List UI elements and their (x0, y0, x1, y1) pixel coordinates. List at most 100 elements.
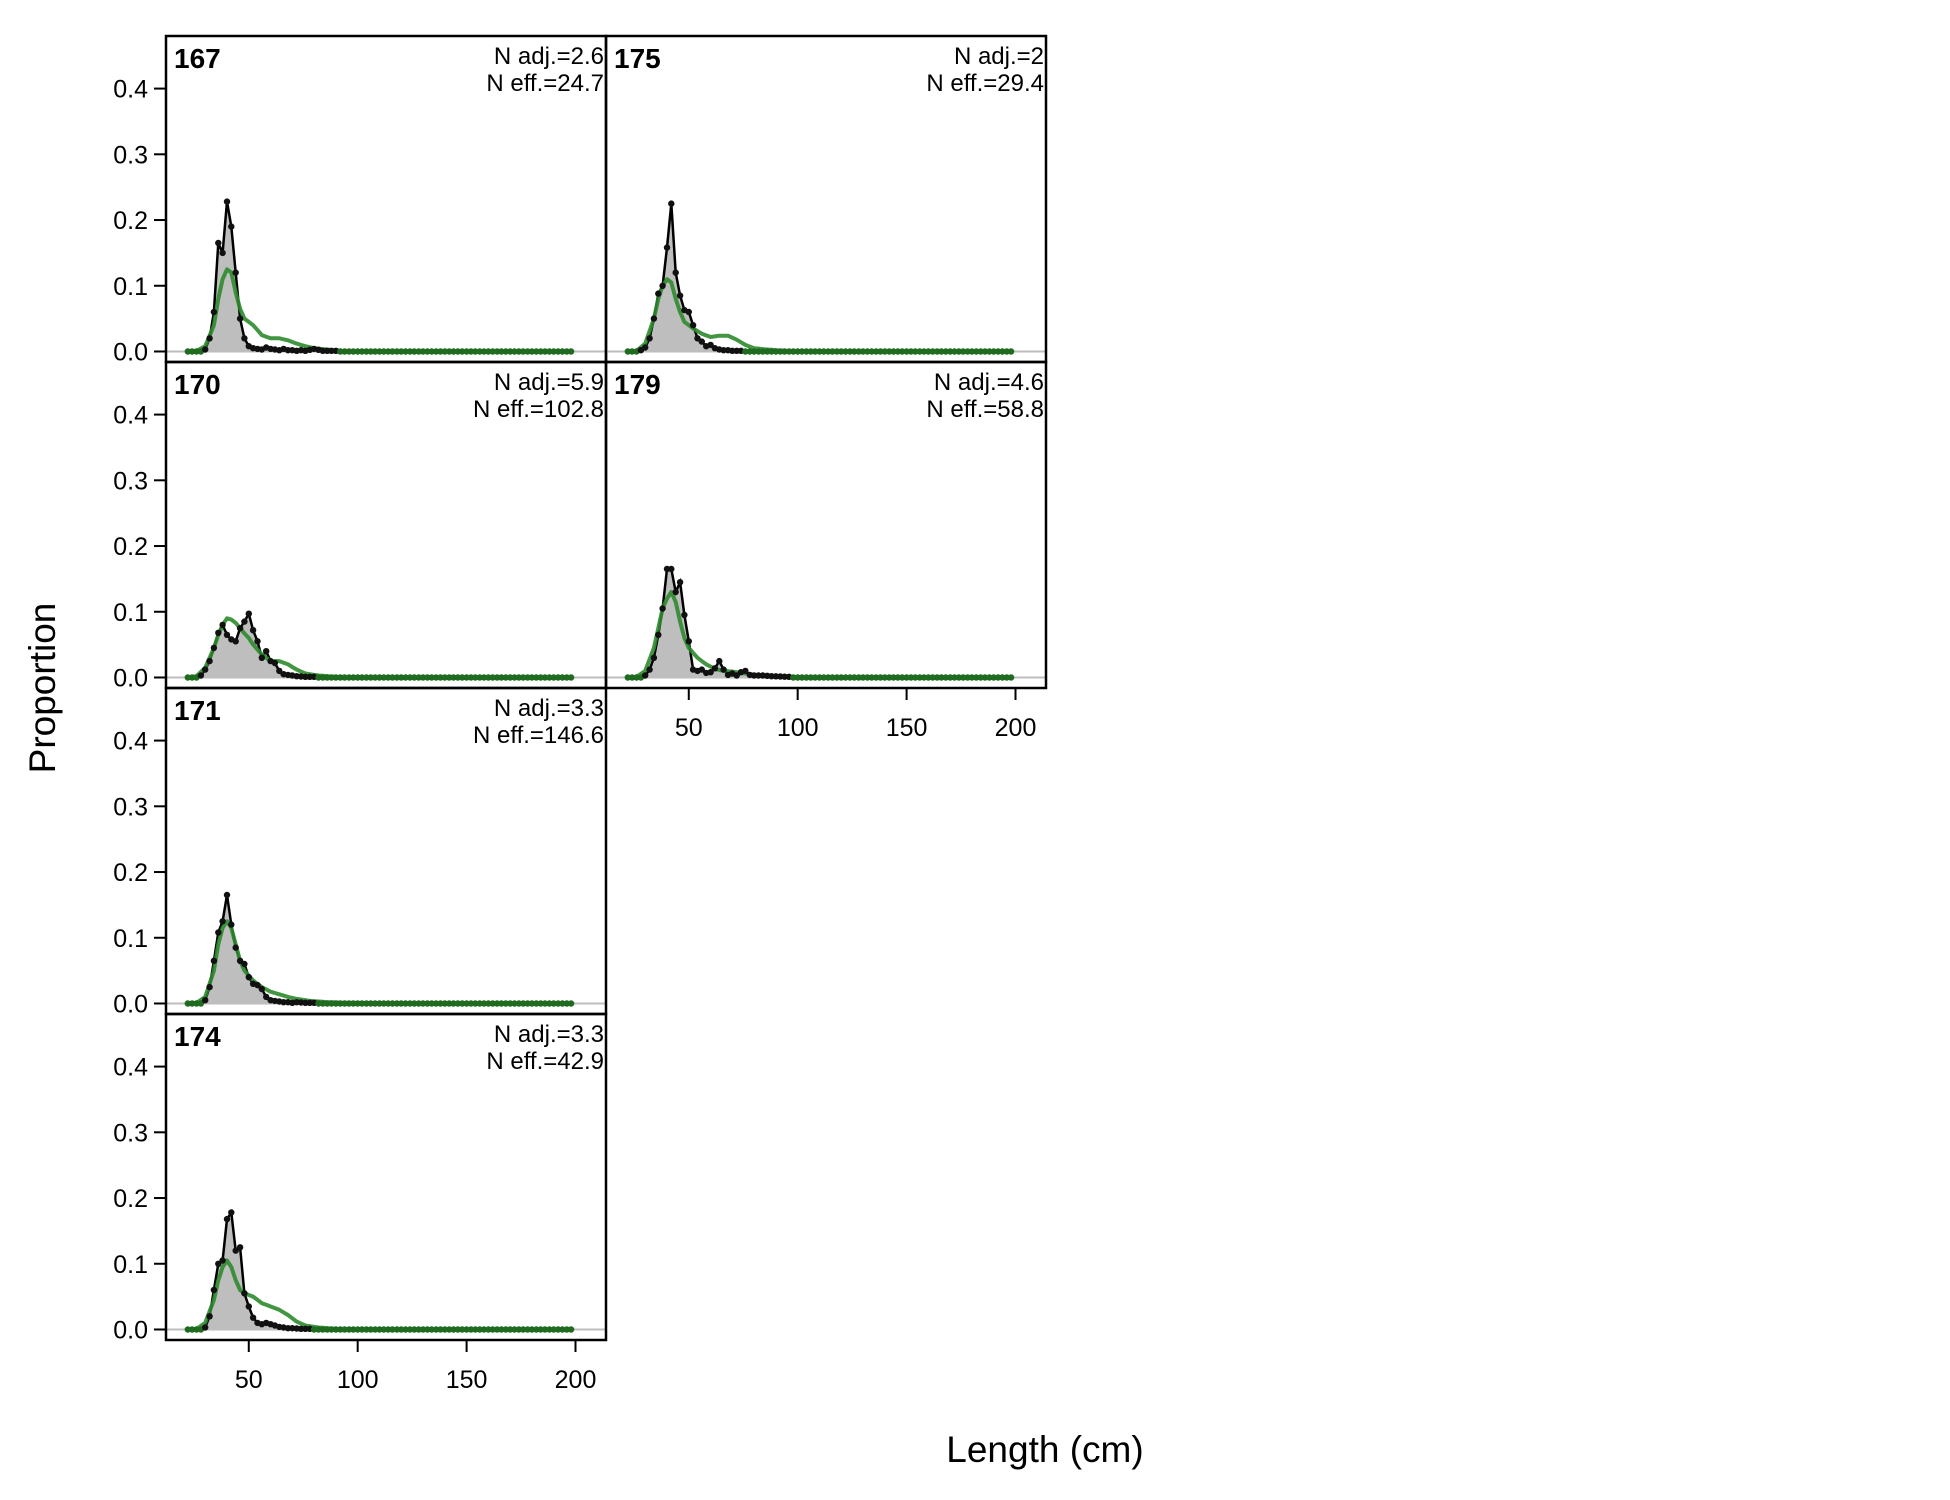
observed-point (681, 611, 688, 619)
observed-point (319, 674, 326, 681)
observed-point (206, 335, 213, 342)
observed-point (193, 348, 200, 355)
observed-point (193, 1326, 200, 1333)
observed-point (1007, 674, 1015, 681)
observed-point (463, 1000, 470, 1007)
observed-point (258, 654, 265, 661)
observed-point (655, 290, 662, 297)
observed-point (371, 348, 379, 355)
observed-point (350, 1000, 357, 1007)
observed-point (228, 1209, 235, 1216)
n-eff-label: N eff.=24.7 (486, 70, 604, 97)
observed-point (720, 347, 727, 354)
x-tick-label: 200 (555, 1366, 597, 1394)
observed-point (363, 674, 370, 681)
observed-point (981, 348, 989, 355)
observed-point (851, 674, 858, 681)
observed-point (951, 348, 958, 355)
observed-point (872, 674, 880, 681)
observed-point (903, 674, 910, 681)
observed-point (223, 198, 231, 205)
observed-point (245, 974, 252, 981)
y-tick-label: 0.2 (113, 207, 148, 235)
observed-point (533, 1000, 540, 1007)
observed-point (798, 348, 806, 355)
observed-point (302, 673, 309, 680)
n-eff-label: N eff.=146.6 (473, 722, 604, 749)
panel-167: 167 N adj.=2.6N eff.=24.7 0.0 0.1 0.2 0.3 0.4 (113, 34, 608, 366)
observed-point (241, 1290, 248, 1297)
observed-point (659, 605, 666, 612)
observed-point (689, 322, 697, 329)
observed-point (868, 674, 875, 681)
observed-point (890, 674, 897, 681)
observed-point (236, 625, 244, 632)
observed-point (550, 1326, 557, 1333)
observed-point (890, 348, 897, 355)
observed-point (371, 1000, 379, 1007)
observed-point (363, 348, 370, 355)
observed-point (628, 348, 636, 355)
observed-point (328, 1000, 335, 1007)
y-tick-label: 0.3 (113, 141, 148, 169)
observed-point (707, 669, 714, 676)
observed-point (903, 348, 910, 355)
observed-point (350, 674, 357, 681)
observed-point (912, 674, 919, 681)
observed-point (263, 993, 270, 1001)
observed-point (698, 338, 705, 345)
observed-point (851, 348, 858, 355)
observed-point (968, 348, 976, 355)
n-adj-label: N adj.=5.9 (494, 369, 604, 396)
observed-point (419, 1326, 427, 1333)
observed-point (742, 348, 749, 355)
y-tick-label: 0.4 (113, 76, 148, 104)
observed-point (254, 638, 261, 645)
y-tick-label: 0.4 (113, 728, 148, 756)
observed-point (676, 292, 684, 299)
observed-point (419, 1000, 427, 1007)
observed-point (358, 348, 366, 355)
observed-point (398, 674, 405, 681)
n-adj-label: N adj.=4.6 (934, 369, 1044, 396)
observed-point (428, 1000, 435, 1007)
observed-point (202, 997, 209, 1004)
observed-point (202, 346, 209, 353)
observed-point (628, 674, 636, 681)
observed-point (419, 674, 427, 681)
observed-point (432, 1326, 440, 1333)
observed-point (642, 672, 649, 679)
observed-point (219, 1257, 226, 1264)
observed-point (263, 648, 270, 655)
observed-point (859, 348, 867, 355)
panel-171: 171 N adj.=3.3N eff.=146.6 0.0 0.1 0.2 0.3 0.4 (113, 686, 608, 1018)
observed-point (358, 1326, 366, 1333)
observed-point (358, 674, 366, 681)
observed-point (472, 1000, 479, 1007)
observed-point (842, 674, 849, 681)
observed-point (402, 1326, 409, 1333)
y-tick-label: 0.4 (113, 1054, 148, 1082)
observed-point (920, 348, 928, 355)
observed-point (402, 348, 409, 355)
observed-point (929, 348, 936, 355)
x-tick-label: 100 (777, 714, 819, 742)
observed-point (219, 918, 226, 925)
x-axis-title: Length (cm) (946, 1429, 1143, 1470)
observed-point (459, 348, 466, 355)
observed-point (210, 308, 218, 316)
observed-point (968, 674, 976, 681)
y-tick-label: 0.3 (113, 793, 148, 821)
observed-point (188, 1326, 196, 1333)
observed-point (441, 1326, 448, 1333)
y-tick-label: 0.2 (113, 1185, 148, 1213)
observed-point (999, 674, 1006, 681)
observed-point (428, 674, 435, 681)
observed-point (511, 1326, 518, 1333)
observed-point (838, 674, 845, 681)
observed-point (241, 335, 248, 342)
observed-point (380, 674, 387, 681)
observed-point (498, 1326, 505, 1333)
observed-point (642, 344, 649, 351)
